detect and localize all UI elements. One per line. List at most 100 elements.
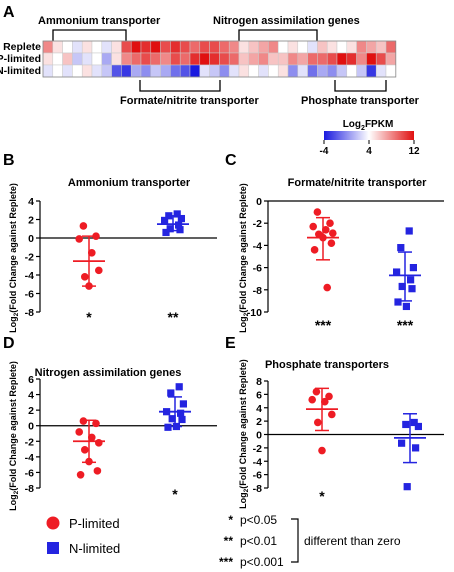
heatmap-cell [375,64,387,78]
heatmap-cell [317,64,328,78]
data-point-n-limited [403,483,411,491]
y-tick-label: 4 [28,196,34,208]
heatmap-cell [91,40,103,54]
heatmap-cell [366,40,377,54]
y-tick-label: -8 [25,483,34,495]
data-point-n-limited [179,400,187,408]
heatmap-cell [346,64,357,78]
heatmap-cell [238,40,250,54]
heatmap-cell [238,52,250,66]
data-point-p-limited [312,387,321,396]
heatmap-row-label-n-limited: N-limited [0,65,41,77]
heatmap-cell [317,40,328,54]
heatmap-cell [179,40,191,54]
data-point-n-limited [163,408,171,416]
heatmap-cell [248,52,259,66]
colorbar-tick-label: -4 [320,146,329,157]
heatmap-cell [336,40,348,54]
panel-c-title: Formate/nitrite transporter [288,177,427,189]
data-point-n-limited [178,415,186,424]
heatmap-cell [140,64,152,78]
phosphate-bracket [334,80,387,92]
heatmap-cell [150,52,161,66]
heatmap-cell [189,52,201,66]
heatmap-cell [258,64,269,78]
data-point-p-limited [75,428,83,436]
heatmap-cell [326,64,338,78]
heatmap-cell [287,64,299,78]
y-tick-label: 6 [256,389,262,401]
heatmap-cell [228,64,240,78]
heatmap-cell [385,40,397,54]
data-point-n-limited [175,383,183,391]
data-point-p-limited [92,232,100,240]
y-tick-label: 0 [256,430,262,442]
heatmap-cell [375,40,387,54]
data-point-p-limited [88,433,96,442]
heatmap-cell [101,40,112,54]
heatmap-cell [170,40,181,54]
ammonium-label: Ammonium transporter [38,15,161,27]
data-point-n-limited [397,244,405,252]
heatmap-cell [140,40,152,54]
heatmap-cell [326,40,338,54]
formate-bracket [139,80,221,92]
data-point-p-limited [319,233,327,242]
data-point-p-limited [329,229,337,237]
y-tick-label: 8 [256,376,262,388]
y-tick-label: -2 [253,218,262,230]
legend-marker-p-limited [46,516,60,530]
heatmap-row-label-replete: Replete [3,41,41,53]
data-point-p-limited [95,439,103,447]
nitrogen-label: Nitrogen assimilation genes [213,15,360,27]
y-tick-label: -2 [25,252,34,264]
colorbar-title: Log2FPKM [343,119,394,132]
panel-d-ylabel: Log2(Fold Change against Replete) [8,361,20,511]
heatmap-cell [219,52,230,66]
y-tick-label: 0 [28,233,34,245]
heatmap-cell [385,52,397,66]
heatmap-cell [81,64,93,78]
y-tick-label: -8 [253,483,262,495]
panel-e-sig-p: * [319,488,325,504]
heatmap-cell [62,52,73,66]
heatmap-cell [150,64,161,78]
heatmap-cell [307,64,318,78]
heatmap-cell [297,40,308,54]
heatmap-cell [42,40,54,54]
data-point-n-limited [402,420,410,429]
sig-key-stars: * [228,513,233,527]
heatmap-cell [72,40,83,54]
heatmap-cell [150,40,161,54]
data-point-n-limited [412,444,420,452]
data-point-n-limited [409,264,417,272]
panel-c-plot: -10 -8 -6 -4 -2 0 [247,196,444,319]
legend-label-n-limited: N-limited [69,541,120,556]
data-point-p-limited [318,446,326,455]
y-tick-label: -4 [25,270,34,282]
panel-e-letter: E [225,335,236,352]
heatmap-cell [268,52,279,66]
heatmap-cell [375,52,387,66]
heatmap-cell [52,52,63,66]
heatmap-cell [72,52,83,66]
heatmap-cell [209,52,220,66]
colorbar [324,131,414,140]
heatmap-cell [297,52,308,66]
panel-e-plot: -8-6 -4-20 24 68 [253,376,444,495]
y-tick-label: 6 [28,374,34,386]
heatmap-cell [356,64,367,78]
data-point-p-limited [326,219,334,227]
data-point-n-limited [166,225,174,233]
sig-key-stars: ** [224,534,234,548]
data-point-n-limited [164,423,172,431]
panel-b-title: Ammonium transporter [68,177,191,189]
legend-marker-n-limited [47,542,59,554]
data-point-n-limited [394,298,402,306]
data-point-p-limited [79,222,88,230]
heatmap-cell [121,52,132,66]
heatmap-cell [238,64,250,78]
heatmap-cell [199,52,210,66]
panel-d: D Nitrogen assimilation genes Log2(Fold … [3,335,217,511]
heatmap-cell [160,64,171,78]
